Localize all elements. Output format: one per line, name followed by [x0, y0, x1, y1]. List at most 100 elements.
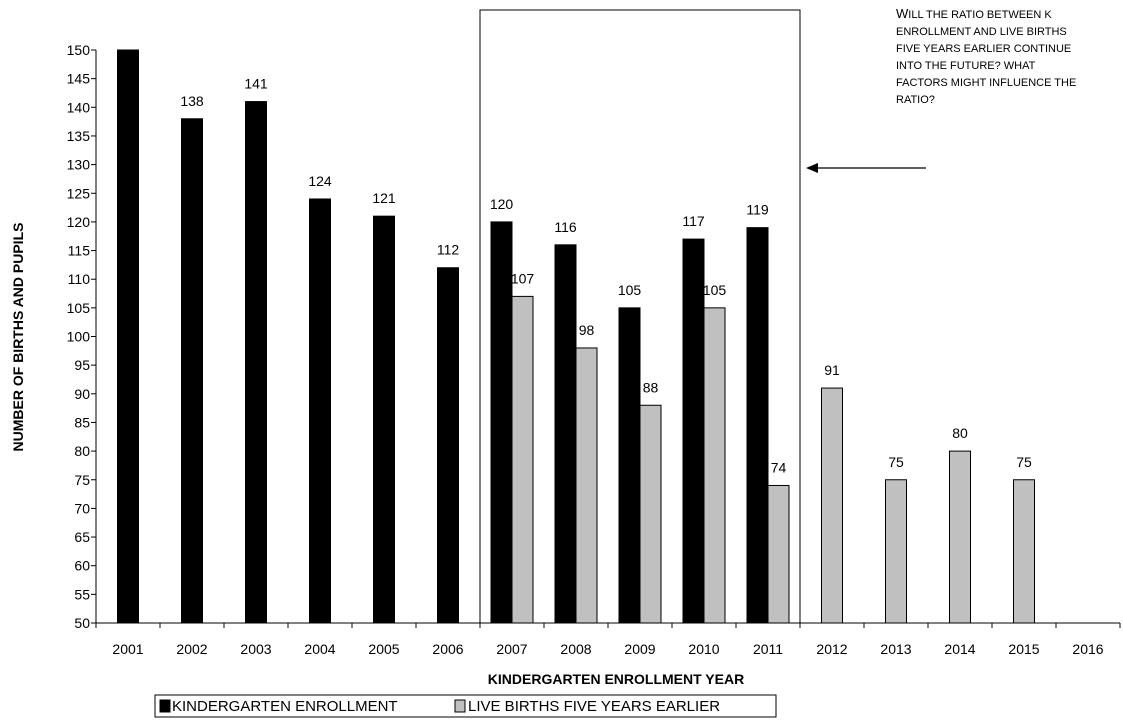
x-tick-label: 2013 [880, 641, 911, 657]
y-tick-label: 60 [74, 558, 90, 574]
data-label-live-births: 80 [952, 425, 968, 441]
x-tick-label: 2005 [368, 641, 399, 657]
legend-label-live-births: LIVE BIRTHS FIVE YEARS EARLIER [468, 698, 720, 715]
y-tick-label: 75 [74, 472, 90, 488]
bar-live-births [703, 307, 726, 624]
y-tick-label: 115 [68, 243, 91, 259]
legend-swatch-kindergarten [159, 699, 171, 713]
bar-live-births [949, 450, 971, 624]
data-label-kindergarten: 119 [746, 202, 769, 218]
data-label-kindergarten: 117 [682, 213, 705, 229]
data-label-kindergarten: 141 [244, 76, 268, 92]
data-label-live-births: 88 [643, 379, 659, 395]
bar-live-births [639, 404, 662, 624]
bar-kindergarten [117, 49, 139, 624]
y-tick-label: 145 [67, 71, 91, 87]
bar-live-births [767, 484, 790, 624]
x-tick-label: 2009 [624, 641, 655, 657]
y-tick-label: 50 [74, 615, 90, 631]
bar-live-births [575, 347, 598, 624]
annotation: WILL THE RATIO BETWEEN K ENROLLMENT AND … [806, 6, 1079, 173]
x-tick-label: 2014 [944, 641, 975, 657]
data-label-kindergarten: 116 [554, 219, 577, 235]
x-tick-label: 2004 [304, 641, 335, 657]
y-axis-ticks: 50 55 60 65 70 75 80 85 90 95 100 105 110 115 120 125 13… [67, 42, 96, 631]
bar-kindergarten [437, 267, 459, 624]
x-tick-label: 2001 [112, 641, 143, 657]
x-axis-ticks: 2001 2002 2003 2004 2005 2006 2007 2008 2009 2010… [95, 623, 1121, 657]
y-tick-label: 130 [67, 157, 91, 173]
bar-kindergarten [373, 215, 395, 624]
legend: KINDERGARTEN ENROLLMENT LIVE BIRTHS FIVE… [154, 694, 777, 718]
data-labels: 138 141 124 121 112 120 107 116 98 105 88 117 105 119… [180, 76, 1032, 476]
bar-kindergarten [490, 221, 513, 624]
data-label-live-births: 91 [824, 362, 840, 378]
x-tick-label: 2003 [240, 641, 271, 657]
y-tick-label: 140 [67, 99, 91, 115]
x-tick-label: 2015 [1008, 641, 1039, 657]
x-tick-label: 2006 [432, 641, 463, 657]
y-tick-label: 90 [74, 386, 90, 402]
y-tick-label: 70 [74, 500, 90, 516]
bar-live-births [1013, 479, 1035, 624]
annotation-line-2: ENROLLMENT AND LIVE BIRTHS [896, 26, 1067, 38]
y-tick-label: 135 [67, 128, 91, 144]
bar-kindergarten [181, 118, 203, 624]
x-axis-title: KINDERGARTEN ENROLLMENT YEAR [488, 671, 744, 687]
annotation-text: WILL THE RATIO BETWEEN K ENROLLMENT AND … [896, 6, 1079, 106]
data-label-live-births: 75 [1016, 454, 1032, 470]
x-tick-label: 2008 [560, 641, 591, 657]
bar-live-births [511, 295, 534, 624]
y-tick-label: 80 [74, 443, 90, 459]
bar-live-births [821, 387, 843, 624]
bar-live-births [885, 479, 907, 624]
y-tick-label: 120 [67, 214, 91, 230]
annotation-line-5: FACTORS MIGHT INFLUENCE THE [896, 77, 1076, 89]
x-tick-label: 2002 [176, 641, 207, 657]
y-tick-label: 95 [74, 357, 90, 373]
data-label-live-births: 98 [579, 322, 595, 338]
data-label-live-births: 105 [703, 282, 727, 298]
annotation-line-6: RATIO? [896, 94, 935, 106]
y-tick-label: 100 [67, 329, 91, 345]
legend-label-kindergarten: KINDERGARTEN ENROLLMENT [172, 698, 398, 715]
bar-kindergarten [554, 244, 577, 624]
y-axis-title: NUMBER OF BIRTHS AND PUPILS [10, 223, 26, 452]
bar-kindergarten [309, 198, 331, 624]
x-tick-label: 2012 [816, 641, 847, 657]
bar-kindergarten [245, 101, 267, 624]
x-tick-label: 2007 [496, 641, 527, 657]
bars [117, 49, 1035, 624]
y-tick-label: 150 [67, 42, 91, 58]
data-label-kindergarten: 138 [180, 93, 204, 109]
y-tick-label: 65 [74, 529, 90, 545]
bar-kindergarten [682, 238, 705, 624]
data-label-live-births: 75 [888, 454, 904, 470]
data-label-kindergarten: 120 [490, 196, 514, 212]
data-label-live-births: 74 [771, 459, 787, 475]
legend-swatch-live-births [454, 699, 466, 713]
annotation-line-3: FIVE YEARS EARLIER CONTINUE [896, 43, 1071, 55]
data-label-kindergarten: 105 [618, 282, 642, 298]
legend-frame [154, 694, 777, 718]
data-label-kindergarten: 112 [437, 242, 460, 258]
y-tick-label: 105 [67, 300, 91, 316]
annotation-line-4: INTO THE FUTURE? WHAT [896, 60, 1036, 72]
y-tick-label: 125 [67, 185, 91, 201]
bar-kindergarten [746, 227, 769, 624]
y-tick-label: 85 [74, 414, 90, 430]
annotation-line-1-rest: ILL THE RATIO BETWEEN K [908, 9, 1052, 21]
annotation-arrow-head [806, 163, 818, 173]
x-tick-label: 2011 [753, 641, 783, 657]
data-label-kindergarten: 121 [372, 190, 396, 206]
annotation-line-1-cap: W [896, 6, 909, 21]
x-tick-label: 2010 [688, 641, 719, 657]
data-label-live-births: 107 [511, 270, 535, 286]
y-tick-label: 55 [74, 586, 90, 602]
y-tick-label: 110 [68, 271, 91, 287]
annotation-line-1: WILL THE RATIO BETWEEN K [896, 6, 1052, 21]
x-tick-label: 2016 [1072, 641, 1103, 657]
bar-kindergarten [618, 307, 641, 624]
data-label-kindergarten: 124 [308, 173, 332, 189]
